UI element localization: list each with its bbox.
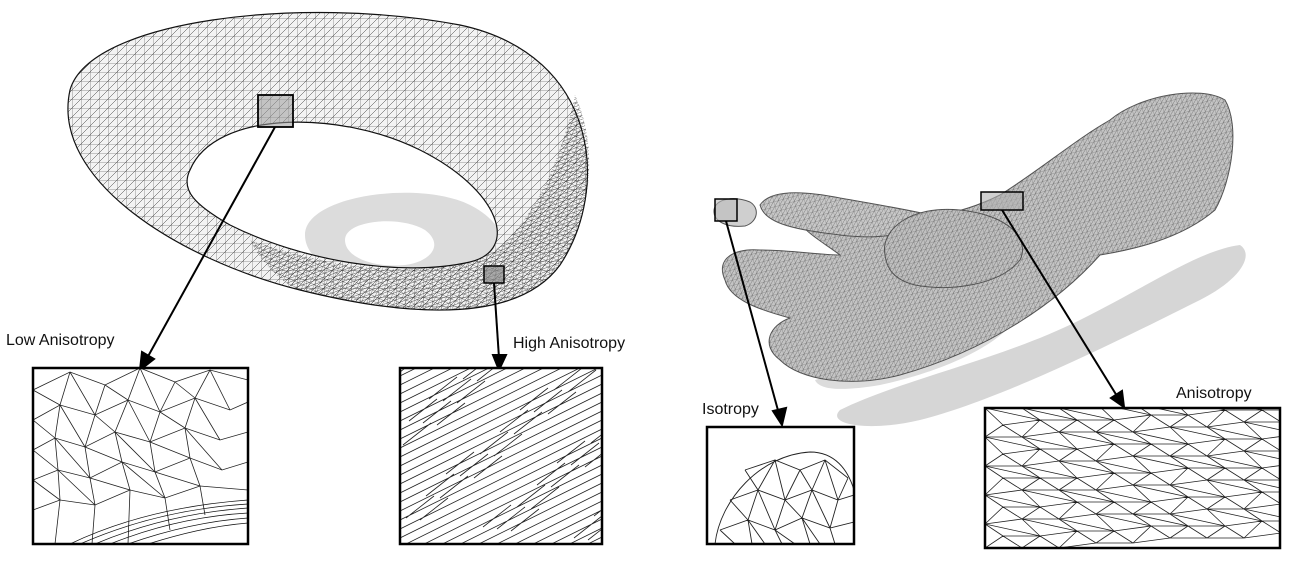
torus-model [67,11,590,311]
inset-low-frame [31,366,250,546]
label-isotropy: Isotropy [702,401,759,418]
arrow-anisotropy [1001,209,1118,397]
label-high-anisotropy: High Anisotropy [513,335,625,352]
inset-anisotropy [983,406,1282,550]
label-low-anisotropy: Low Anisotropy [6,332,115,349]
torus-low-selection [257,94,294,128]
hand-shadow [837,245,1246,427]
inset-low-anisotropy [31,366,250,546]
hand-anisotropy-selection [980,191,1024,211]
arrow-high [493,282,500,359]
inset-high-frame [398,366,604,546]
callout-arrows [138,126,1126,428]
torus-high-selection [483,265,505,284]
inset-aniso-frame [983,406,1282,550]
hand-isotropy-selection [714,198,738,222]
hand-model [713,92,1246,427]
inset-isotropy [705,425,856,546]
inset-iso-frame [705,425,856,546]
label-anisotropy: Anisotropy [1176,385,1252,402]
arrow-isotropy [725,220,780,415]
inset-high-anisotropy [398,366,604,546]
arrow-low [145,126,276,361]
